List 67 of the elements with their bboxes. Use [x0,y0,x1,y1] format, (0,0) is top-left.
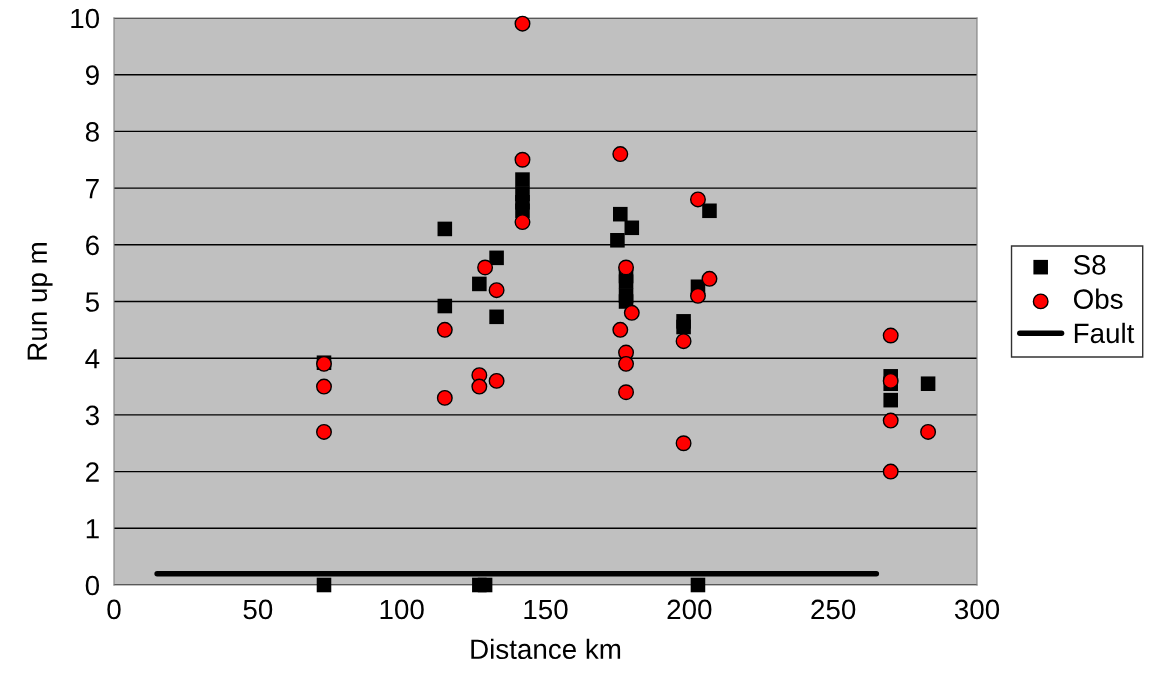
x-tick-label: 150 [524,599,568,620]
point [882,412,899,429]
point [316,378,332,395]
x-tick-label: 200 [667,599,712,620]
legend-label: Fault [1074,322,1135,344]
y-tick-label: 5 [85,292,99,312]
point [701,270,718,287]
point [436,389,453,406]
point [702,203,717,219]
point [471,378,488,395]
point [618,259,635,276]
x-tick-label: 250 [811,599,856,620]
y-tick-label: 2 [86,462,99,482]
point [514,151,531,168]
point [882,463,899,480]
point [514,15,531,32]
point [689,191,706,208]
point [477,577,493,593]
point [882,372,899,389]
point [437,221,453,237]
point [618,355,635,372]
y-axis-title: Run up m [27,243,53,360]
point [618,384,635,401]
y-tick-label: 8 [85,122,99,142]
x-tick-label: 300 [954,599,1000,620]
point [514,214,531,231]
y-tick-label: 7 [86,179,99,199]
y-tick-label: 4 [85,349,100,369]
legend-label: Obs [1073,288,1123,309]
point [882,327,899,344]
x-tick-label: 50 [243,599,273,620]
point [515,172,530,187]
point [436,321,453,338]
legend-label: S8 [1073,255,1106,275]
point [675,435,692,452]
y-tick-label: 1 [86,519,99,539]
point [488,372,505,389]
point [675,333,692,350]
point [920,376,936,391]
point [920,423,937,440]
point [613,206,628,222]
point [488,282,505,299]
y-tick-label: 3 [85,405,99,426]
x-axis-title: Distance km [471,638,621,660]
x-tick-label: 0 [107,599,121,620]
point [437,298,453,314]
y-tick-label: 0 [85,575,100,596]
point [618,274,634,289]
point [489,250,504,266]
point [316,577,332,593]
point [624,220,640,236]
x-tick-label: 100 [380,599,424,620]
y-tick-label: 9 [85,65,99,86]
point [676,319,691,335]
point [883,392,898,408]
point [690,577,706,593]
point [612,321,629,338]
point [477,259,494,276]
point [610,232,625,248]
point [689,287,706,304]
y-tick-label: 10 [71,8,100,29]
point [472,276,487,292]
point [489,309,504,325]
y-tick-label: 6 [86,235,99,256]
point [316,423,332,440]
point [612,146,629,163]
point [623,304,640,321]
